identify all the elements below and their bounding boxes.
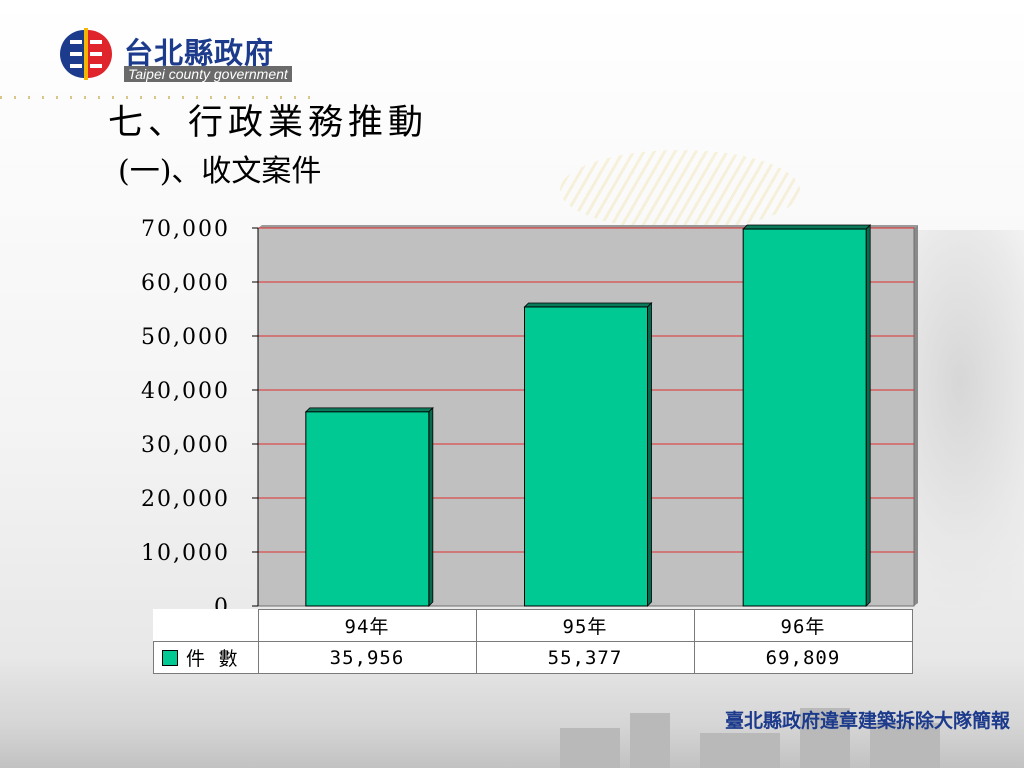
background-skyline bbox=[0, 658, 1024, 768]
bar-top bbox=[523, 302, 653, 308]
category-header-96: 96年 bbox=[693, 609, 913, 642]
plot-wall-side bbox=[914, 225, 918, 606]
bar-chart: 010,00020,00030,00040,00050,00060,00070,… bbox=[141, 217, 918, 620]
bar-side bbox=[647, 301, 652, 607]
section-title: (一)、收文案件 bbox=[118, 154, 322, 189]
legend-label: 件 數 bbox=[186, 648, 239, 670]
bar-side bbox=[428, 406, 434, 607]
bar-side bbox=[865, 224, 871, 607]
bar bbox=[524, 306, 648, 607]
y-tick-label: 20,000 bbox=[141, 487, 230, 512]
bar-top bbox=[304, 407, 434, 413]
header-rule bbox=[0, 96, 320, 99]
legend-swatch bbox=[162, 650, 178, 666]
y-tick-label: 70,000 bbox=[141, 217, 230, 242]
value-cell-94: 35,956 bbox=[257, 641, 477, 674]
bar bbox=[305, 411, 430, 607]
table-corner bbox=[154, 610, 259, 642]
legend-entry: 件 數 bbox=[153, 641, 259, 674]
y-tick-label: 10,000 bbox=[141, 541, 230, 566]
org-name-english: Taipei county government bbox=[124, 66, 292, 82]
table-header-row: 94年 95年 96年 bbox=[154, 609, 913, 642]
y-tick-label: 40,000 bbox=[141, 379, 230, 404]
data-table: 94年 95年 96年 件 數 35,956 55,377 69,809 bbox=[153, 609, 913, 674]
page-title: 七、行政業務推動 bbox=[108, 103, 429, 143]
table-row: 件 數 35,956 55,377 69,809 bbox=[153, 641, 913, 674]
bar bbox=[742, 228, 867, 607]
y-tick-label: 30,000 bbox=[141, 433, 230, 458]
bar-top bbox=[742, 224, 872, 230]
category-header-95: 95年 bbox=[475, 609, 695, 642]
org-name: 台北縣政府 bbox=[124, 36, 275, 70]
category-header-94: 94年 bbox=[257, 609, 477, 642]
value-cell-95: 55,377 bbox=[475, 641, 695, 674]
footer-title: 臺北縣政府違章建築拆除大隊簡報 bbox=[724, 710, 1010, 732]
y-tick-label: 50,000 bbox=[141, 325, 230, 350]
y-tick-label: 60,000 bbox=[141, 271, 230, 296]
value-cell-96: 69,809 bbox=[693, 641, 913, 674]
background-swirl bbox=[560, 150, 800, 230]
government-logo-icon bbox=[60, 28, 112, 80]
